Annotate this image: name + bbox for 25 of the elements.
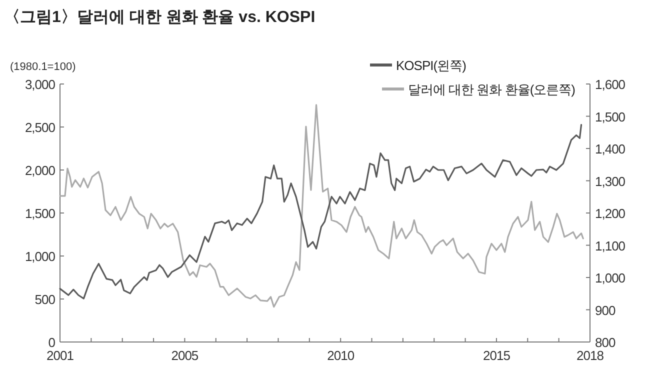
y2-tick-label: 1,400 [595,142,626,156]
y-tick-label: 0 [48,335,56,350]
y-tick-label: 1,000 [24,249,56,264]
y-axis-title: (1980.1=100) [10,61,76,73]
y2-tick-label: 1,100 [595,238,626,254]
y-tick-label: 3,000 [24,77,56,92]
y-tick-label: 1,500 [24,206,56,221]
y-tick-label: 2,000 [24,163,56,178]
legend-label: KOSPI(왼쪽) [396,58,466,73]
y2-tick-label: 1,500 [595,109,626,124]
y2-tick-label: 800 [595,335,616,350]
y2-tick-label: 900 [595,302,616,318]
y2-tick-label: 1,000 [595,270,626,286]
x-tick-label: 2010 [327,348,354,363]
legend-label: 달러에 대한 원화 환율(오른쪽) [408,82,576,97]
y2-tick-label: 1,600 [595,77,626,92]
y2-tick-label: 1,200 [595,206,626,221]
chart-title: 〈그림1〉달러에 대한 원화 환율 vs. KOSPI [4,8,316,26]
x-tick-label: 2018 [576,348,604,363]
y-tick-label: 2,500 [24,120,56,135]
x-tick-label: 2015 [483,348,510,363]
x-tick-label: 2005 [171,348,198,363]
y-tick-label: 500 [34,292,56,307]
y2-tick-label: 1,300 [595,174,626,189]
x-tick-label: 2001 [46,348,74,363]
